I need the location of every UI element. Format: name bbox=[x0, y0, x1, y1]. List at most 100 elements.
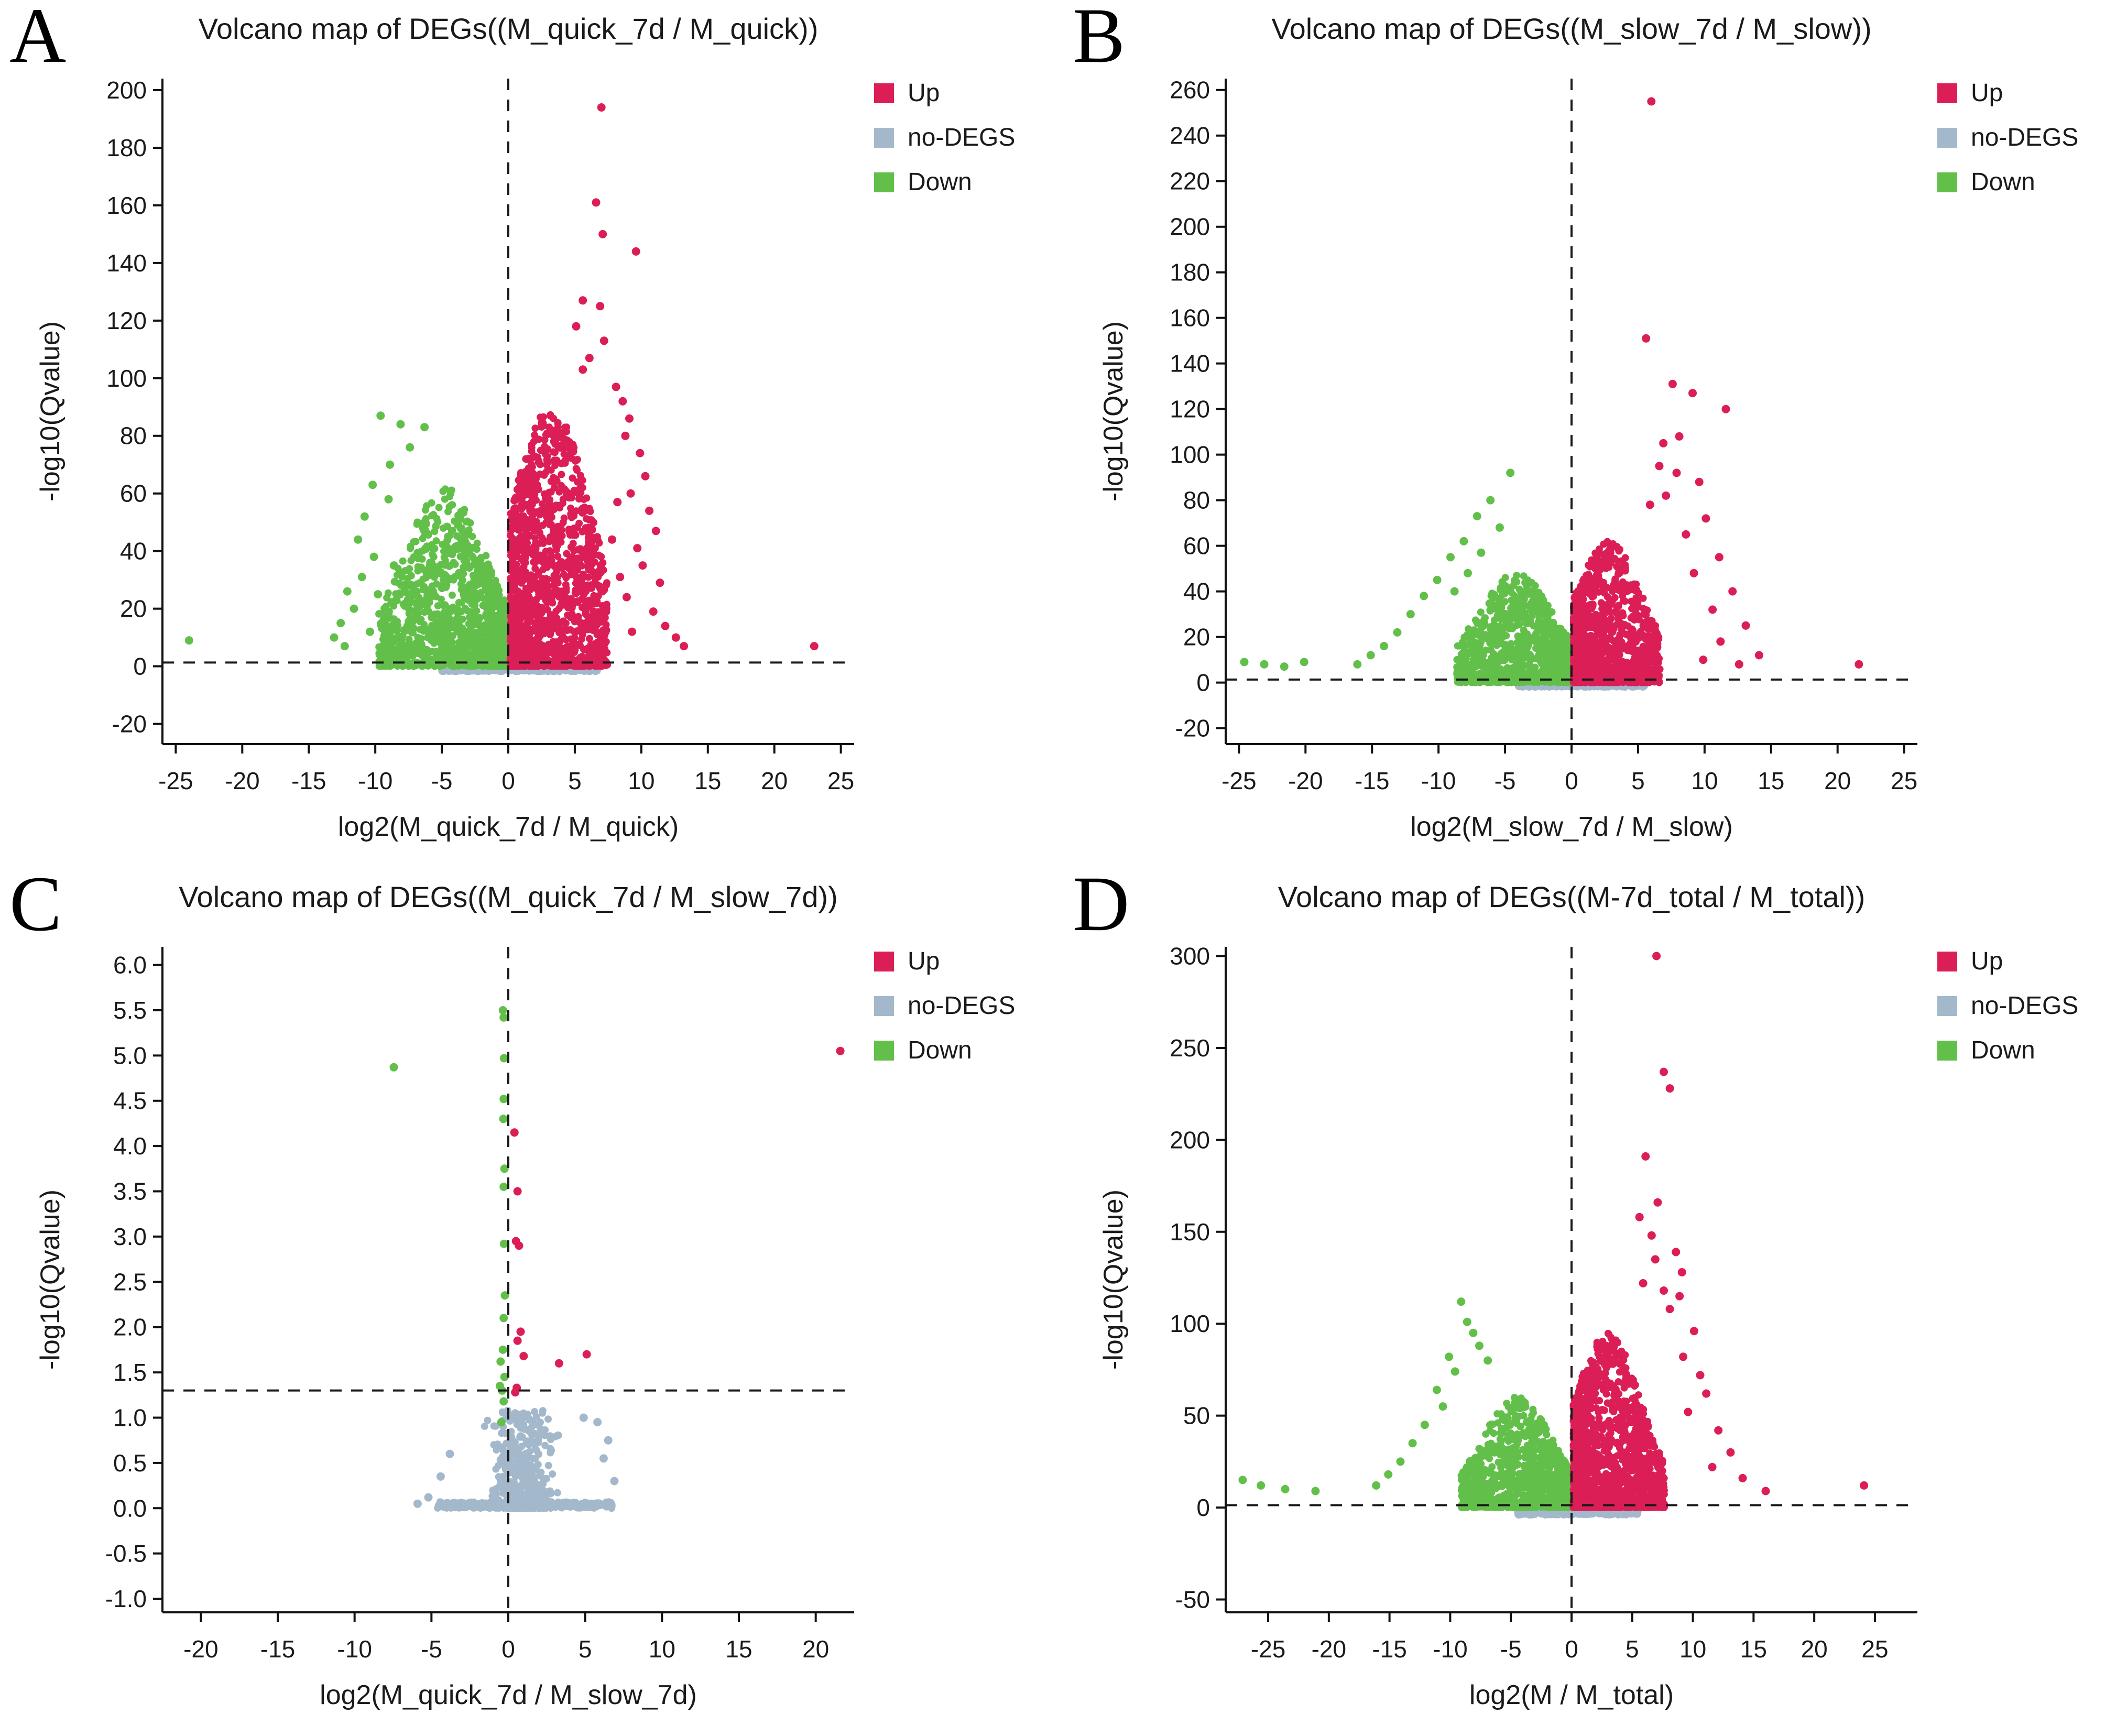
data-point bbox=[582, 524, 590, 532]
data-point bbox=[534, 662, 542, 670]
data-point bbox=[380, 651, 388, 659]
data-point bbox=[473, 539, 481, 547]
data-point bbox=[571, 662, 579, 670]
data-point bbox=[507, 595, 515, 603]
data-point bbox=[1538, 651, 1546, 659]
data-point bbox=[418, 640, 426, 648]
data-point bbox=[578, 604, 586, 612]
panel-letter: A bbox=[9, 0, 67, 79]
data-point bbox=[488, 660, 496, 668]
data-point bbox=[410, 662, 418, 670]
data-point bbox=[439, 611, 447, 619]
data-point bbox=[531, 534, 539, 542]
data-point-outlier bbox=[608, 535, 616, 544]
legend-swatch-0 bbox=[874, 83, 894, 103]
y-tick-label: 60 bbox=[120, 480, 147, 507]
data-point bbox=[426, 562, 433, 570]
legend: Up no-DEGS Down bbox=[874, 79, 1015, 196]
data-point bbox=[536, 507, 544, 515]
data-point bbox=[535, 569, 543, 576]
data-point bbox=[441, 495, 449, 503]
data-point-outlier bbox=[420, 423, 429, 432]
data-point-outlier bbox=[384, 495, 393, 504]
data-point bbox=[522, 602, 530, 610]
x-tick-label: 10 bbox=[628, 767, 655, 794]
data-point-outlier bbox=[357, 573, 366, 582]
y-tick-label: -20 bbox=[112, 711, 147, 738]
data-point bbox=[470, 649, 478, 657]
data-point bbox=[507, 548, 515, 556]
data-point bbox=[581, 503, 588, 511]
data-point bbox=[430, 639, 438, 647]
data-point bbox=[523, 641, 531, 649]
data-point bbox=[552, 536, 560, 543]
data-point bbox=[392, 590, 400, 598]
data-point bbox=[385, 608, 393, 616]
data-point bbox=[421, 608, 429, 616]
data-point bbox=[516, 534, 523, 542]
data-point bbox=[533, 484, 541, 492]
data-point bbox=[531, 490, 539, 498]
data-point bbox=[399, 557, 407, 565]
data-point bbox=[543, 490, 551, 498]
data-point bbox=[495, 651, 503, 659]
data-point bbox=[377, 619, 385, 627]
data-point bbox=[551, 456, 558, 464]
legend-label: no-DEGS bbox=[908, 124, 1016, 151]
data-point-outlier bbox=[649, 607, 658, 616]
data-point bbox=[550, 506, 558, 514]
data-point-outlier bbox=[386, 460, 395, 469]
data-point bbox=[576, 653, 584, 661]
data-point bbox=[415, 609, 422, 617]
data-point bbox=[549, 448, 557, 456]
data-point bbox=[454, 511, 462, 519]
y-tick-label: 200 bbox=[106, 77, 147, 104]
data-point bbox=[471, 588, 479, 596]
data-point bbox=[1517, 613, 1525, 620]
data-point bbox=[444, 522, 451, 530]
data-point bbox=[577, 624, 585, 632]
data-point bbox=[486, 602, 494, 609]
legend-swatch-1 bbox=[874, 127, 894, 148]
data-point bbox=[379, 662, 387, 670]
data-point-outlier bbox=[621, 431, 630, 440]
data-point bbox=[423, 625, 431, 633]
data-point bbox=[549, 561, 557, 569]
data-point bbox=[531, 452, 539, 460]
x-tick-label: -5 bbox=[431, 767, 453, 794]
data-point-outlier bbox=[406, 443, 415, 452]
data-point bbox=[547, 612, 555, 620]
panel-a: A Volcano map of DEGs((M_quick_7d / M_qu… bbox=[0, 0, 1064, 868]
data-point bbox=[450, 653, 458, 660]
data-point bbox=[530, 625, 538, 633]
data-point bbox=[539, 539, 547, 547]
data-point bbox=[551, 580, 559, 588]
data-point bbox=[594, 608, 602, 616]
data-point bbox=[554, 420, 562, 428]
legend-item-up: Up bbox=[874, 79, 1015, 107]
data-point bbox=[471, 641, 479, 649]
data-point bbox=[525, 490, 532, 498]
data-point bbox=[523, 594, 530, 602]
data-point bbox=[460, 594, 468, 602]
data-point bbox=[418, 651, 426, 659]
data-point bbox=[557, 559, 564, 566]
data-point bbox=[439, 541, 446, 549]
y-tick-label: 20 bbox=[120, 595, 147, 623]
data-point-outlier bbox=[636, 449, 645, 457]
data-point bbox=[532, 545, 540, 553]
data-point bbox=[419, 575, 427, 583]
data-point bbox=[519, 624, 527, 631]
data-point bbox=[417, 563, 425, 571]
data-point-outlier bbox=[641, 472, 650, 481]
data-point bbox=[479, 602, 487, 609]
data-point-outlier bbox=[366, 627, 374, 636]
data-point bbox=[544, 595, 552, 603]
data-point bbox=[555, 593, 563, 601]
threshold-lines bbox=[162, 79, 854, 744]
data-point bbox=[533, 613, 541, 621]
data-point bbox=[410, 625, 418, 632]
data-point bbox=[432, 522, 440, 530]
data-point bbox=[423, 502, 431, 510]
data-point bbox=[465, 632, 473, 640]
